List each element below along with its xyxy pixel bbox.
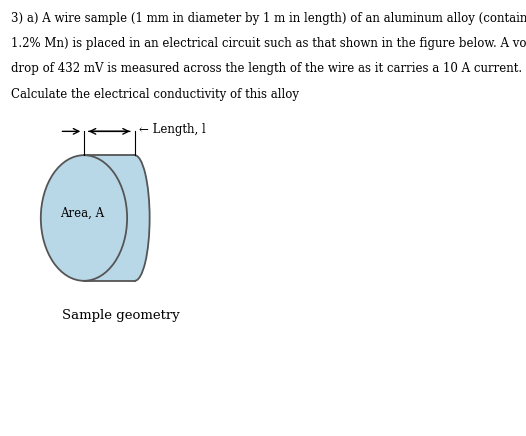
Text: Sample geometry: Sample geometry — [63, 309, 180, 322]
Text: Area, A: Area, A — [60, 207, 104, 220]
Ellipse shape — [41, 155, 127, 281]
Text: Calculate the electrical conductivity of this alloy: Calculate the electrical conductivity of… — [11, 88, 299, 101]
Text: drop of 432 mV is measured across the length of the wire as it carries a 10 A cu: drop of 432 mV is measured across the le… — [11, 62, 522, 75]
Text: 1.2% Mn) is placed in an electrical circuit such as that shown in the figure bel: 1.2% Mn) is placed in an electrical circ… — [11, 37, 526, 50]
Text: 3) a) A wire sample (1 mm in diameter by 1 m in length) of an aluminum alloy (co: 3) a) A wire sample (1 mm in diameter by… — [11, 12, 526, 25]
Text: ← Length, l: ← Length, l — [139, 123, 206, 136]
Ellipse shape — [119, 155, 149, 281]
Polygon shape — [84, 155, 135, 281]
